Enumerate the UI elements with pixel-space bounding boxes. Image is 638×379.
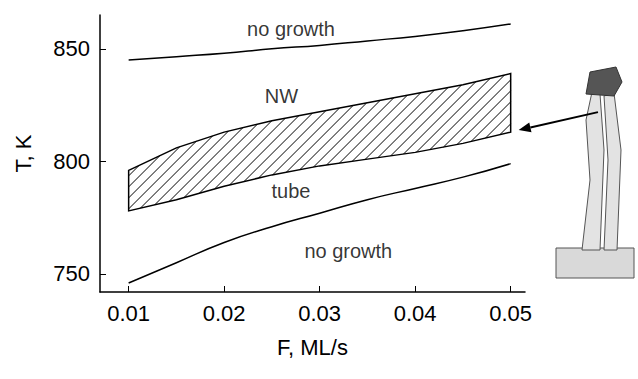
svg-text:0.01: 0.01	[107, 301, 150, 326]
svg-text:NW: NW	[265, 85, 298, 107]
svg-text:0.05: 0.05	[489, 301, 532, 326]
svg-text:T, K: T, K	[11, 134, 36, 172]
svg-text:no growth: no growth	[247, 18, 335, 40]
svg-text:tube: tube	[272, 180, 311, 202]
svg-text:0.02: 0.02	[203, 301, 246, 326]
svg-text:800: 800	[53, 149, 90, 174]
svg-text:0.03: 0.03	[298, 301, 341, 326]
svg-text:850: 850	[53, 36, 90, 61]
svg-text:750: 750	[53, 261, 90, 286]
svg-text:no growth: no growth	[304, 240, 392, 262]
svg-text:0.04: 0.04	[394, 301, 437, 326]
svg-text:F, ML/s: F, ML/s	[277, 335, 348, 360]
